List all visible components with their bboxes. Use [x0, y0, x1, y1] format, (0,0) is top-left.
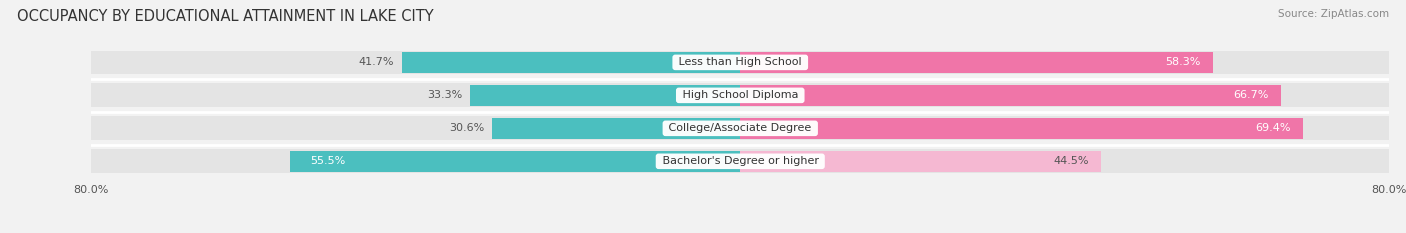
Bar	[740, 116, 1389, 140]
Text: 30.6%: 30.6%	[449, 123, 484, 133]
Bar	[290, 151, 740, 171]
Bar	[492, 118, 740, 139]
Bar	[740, 52, 1213, 73]
Bar	[740, 51, 1389, 74]
Bar	[91, 51, 740, 74]
Bar	[91, 149, 740, 173]
Bar	[740, 149, 1389, 173]
Text: 69.4%: 69.4%	[1256, 123, 1291, 133]
Text: 55.5%: 55.5%	[311, 156, 346, 166]
Text: Source: ZipAtlas.com: Source: ZipAtlas.com	[1278, 9, 1389, 19]
Text: High School Diploma: High School Diploma	[679, 90, 801, 100]
Bar	[402, 52, 740, 73]
Bar	[740, 85, 1281, 106]
Text: 44.5%: 44.5%	[1053, 156, 1090, 166]
Text: College/Associate Degree: College/Associate Degree	[665, 123, 815, 133]
Text: Bachelor's Degree or higher: Bachelor's Degree or higher	[658, 156, 823, 166]
Bar	[470, 85, 740, 106]
Text: 33.3%: 33.3%	[427, 90, 463, 100]
Bar	[740, 118, 1303, 139]
Bar	[740, 83, 1389, 107]
Bar	[740, 151, 1101, 171]
Text: Less than High School: Less than High School	[675, 57, 806, 67]
Text: 41.7%: 41.7%	[359, 57, 394, 67]
Bar	[91, 83, 740, 107]
Text: OCCUPANCY BY EDUCATIONAL ATTAINMENT IN LAKE CITY: OCCUPANCY BY EDUCATIONAL ATTAINMENT IN L…	[17, 9, 433, 24]
Text: 66.7%: 66.7%	[1233, 90, 1270, 100]
Bar	[91, 116, 740, 140]
Text: 58.3%: 58.3%	[1166, 57, 1201, 67]
